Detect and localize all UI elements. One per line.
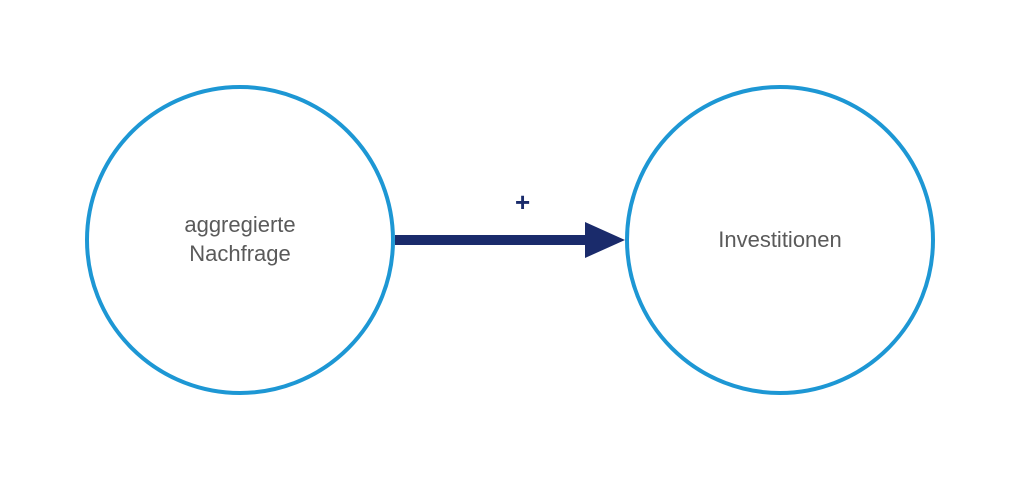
diagram-node-node2: Investitionen <box>625 85 935 395</box>
diagram-node-label: Investitionen <box>718 226 842 255</box>
diagram-node-label: aggregierte Nachfrage <box>184 211 295 268</box>
arrow-label: + <box>515 187 530 218</box>
diagram-node-node1: aggregierte Nachfrage <box>85 85 395 395</box>
